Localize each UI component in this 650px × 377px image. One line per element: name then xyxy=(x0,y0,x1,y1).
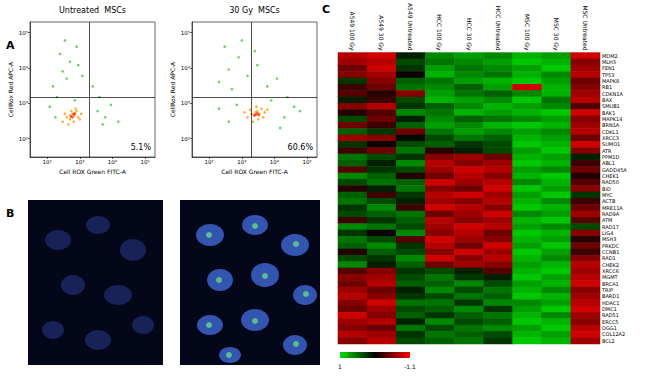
svg-text:30 Gy MSCs: 30 Gy MSCs xyxy=(229,6,279,15)
svg-text:B: B xyxy=(6,207,14,220)
svg-text:CHEK2: CHEK2 xyxy=(602,262,619,268)
svg-text:Cell ROX Green FITC-A: Cell ROX Green FITC-A xyxy=(59,168,126,175)
svg-text:RAD51: RAD51 xyxy=(602,312,619,318)
svg-text:MGMT: MGMT xyxy=(602,274,619,280)
svg-text:COL12A2: COL12A2 xyxy=(602,331,625,337)
svg-text:BRCA1: BRCA1 xyxy=(602,281,619,287)
svg-text:CDKN1A: CDKN1A xyxy=(602,91,624,97)
svg-text:Untreated MSCs: Untreated MSCs xyxy=(59,6,126,15)
svg-text:10⁴: 10⁴ xyxy=(181,65,191,71)
svg-text:10³: 10³ xyxy=(181,100,190,106)
svg-text:10⁴: 10⁴ xyxy=(19,65,29,71)
svg-text:RB1: RB1 xyxy=(602,84,612,90)
svg-text:10⁵: 10⁵ xyxy=(181,30,190,36)
svg-text:SMUB1: SMUB1 xyxy=(602,103,620,109)
svg-text:MAPK8: MAPK8 xyxy=(602,78,619,84)
svg-text:ATR: ATR xyxy=(602,148,612,154)
svg-text:BAX: BAX xyxy=(602,97,613,103)
svg-text:RAD50: RAD50 xyxy=(602,179,619,185)
svg-text:10²: 10² xyxy=(42,159,51,165)
svg-text:CDKL1: CDKL1 xyxy=(602,129,619,135)
svg-text:CellRox Red APC-A: CellRox Red APC-A xyxy=(169,61,176,117)
svg-text:XRCC3: XRCC3 xyxy=(602,135,619,141)
svg-text:PRKDC: PRKDC xyxy=(602,243,620,249)
svg-text:10³: 10³ xyxy=(237,159,246,165)
svg-text:1: 1 xyxy=(338,363,342,370)
svg-text:5.1%: 5.1% xyxy=(131,143,152,152)
svg-text:10²: 10² xyxy=(181,136,190,142)
svg-text:A549 100 Gy: A549 100 Gy xyxy=(348,12,356,51)
svg-text:OGG1: OGG1 xyxy=(602,325,617,331)
svg-text:MSC 30 Gy: MSC 30 Gy xyxy=(552,18,560,51)
svg-text:XRCC6: XRCC6 xyxy=(602,268,619,274)
svg-text:10⁵: 10⁵ xyxy=(303,159,312,165)
svg-text:10⁴: 10⁴ xyxy=(270,159,280,165)
svg-text:PPM1D: PPM1D xyxy=(602,154,620,160)
svg-text:BARD1: BARD1 xyxy=(602,293,619,299)
svg-text:BCL2: BCL2 xyxy=(602,338,615,344)
svg-text:A549 30 Gy: A549 30 Gy xyxy=(377,15,385,51)
svg-text:MSC Untreated: MSC Untreated xyxy=(582,5,589,50)
svg-text:-1.1: -1.1 xyxy=(404,363,416,370)
svg-text:A: A xyxy=(6,39,15,52)
svg-text:LIG4: LIG4 xyxy=(602,230,613,236)
svg-text:BRN1A: BRN1A xyxy=(602,122,620,128)
svg-text:MLH3: MLH3 xyxy=(602,59,616,65)
svg-text:MDM2: MDM2 xyxy=(602,53,618,59)
svg-text:RAD9A: RAD9A xyxy=(602,211,620,217)
svg-text:C: C xyxy=(322,3,330,16)
svg-text:10⁴: 10⁴ xyxy=(108,159,118,165)
svg-text:ACTB: ACTB xyxy=(602,198,616,204)
svg-text:SUMO1: SUMO1 xyxy=(602,141,620,147)
svg-text:ATM: ATM xyxy=(602,217,612,223)
svg-text:10⁵: 10⁵ xyxy=(141,159,150,165)
svg-text:10³: 10³ xyxy=(19,100,28,106)
svg-text:HCC 100 Gy: HCC 100 Gy xyxy=(435,14,443,51)
svg-text:HCC 30 Gy: HCC 30 Gy xyxy=(465,18,473,51)
svg-text:TP53: TP53 xyxy=(601,72,614,78)
svg-text:A549 Untreated: A549 Untreated xyxy=(407,3,414,51)
svg-text:CHEK1: CHEK1 xyxy=(602,173,619,179)
svg-text:GADD45A: GADD45A xyxy=(602,167,627,173)
svg-text:Cell ROX Green FITC-A: Cell ROX Green FITC-A xyxy=(221,168,288,175)
svg-text:ABL1: ABL1 xyxy=(602,160,615,166)
svg-text:60.6%: 60.6% xyxy=(288,143,314,152)
svg-text:MAPK14: MAPK14 xyxy=(602,116,622,122)
svg-text:10²: 10² xyxy=(204,159,213,165)
svg-text:10⁵: 10⁵ xyxy=(19,30,28,36)
svg-text:MRE11A: MRE11A xyxy=(602,205,623,211)
svg-text:FEN1: FEN1 xyxy=(602,65,615,71)
svg-text:MYC: MYC xyxy=(602,192,613,198)
svg-text:DMC1: DMC1 xyxy=(602,306,617,312)
svg-text:BID: BID xyxy=(602,186,611,192)
svg-text:10³: 10³ xyxy=(75,159,84,165)
svg-text:MSC 100 Gy: MSC 100 Gy xyxy=(523,14,531,51)
svg-text:CellRox Red APC-A: CellRox Red APC-A xyxy=(7,61,14,117)
svg-text:CCNB1: CCNB1 xyxy=(602,249,619,255)
svg-text:HDAC1: HDAC1 xyxy=(602,300,620,306)
svg-text:ERCC5: ERCC5 xyxy=(602,319,619,325)
svg-text:BAK1: BAK1 xyxy=(602,110,615,116)
svg-text:RAD1: RAD1 xyxy=(602,255,616,261)
svg-text:HCC Untreated: HCC Untreated xyxy=(495,6,502,51)
svg-text:TRIP: TRIP xyxy=(601,287,613,293)
svg-text:RAD17: RAD17 xyxy=(602,224,619,230)
svg-text:MSH3: MSH3 xyxy=(602,236,616,242)
svg-text:10²: 10² xyxy=(19,136,28,142)
